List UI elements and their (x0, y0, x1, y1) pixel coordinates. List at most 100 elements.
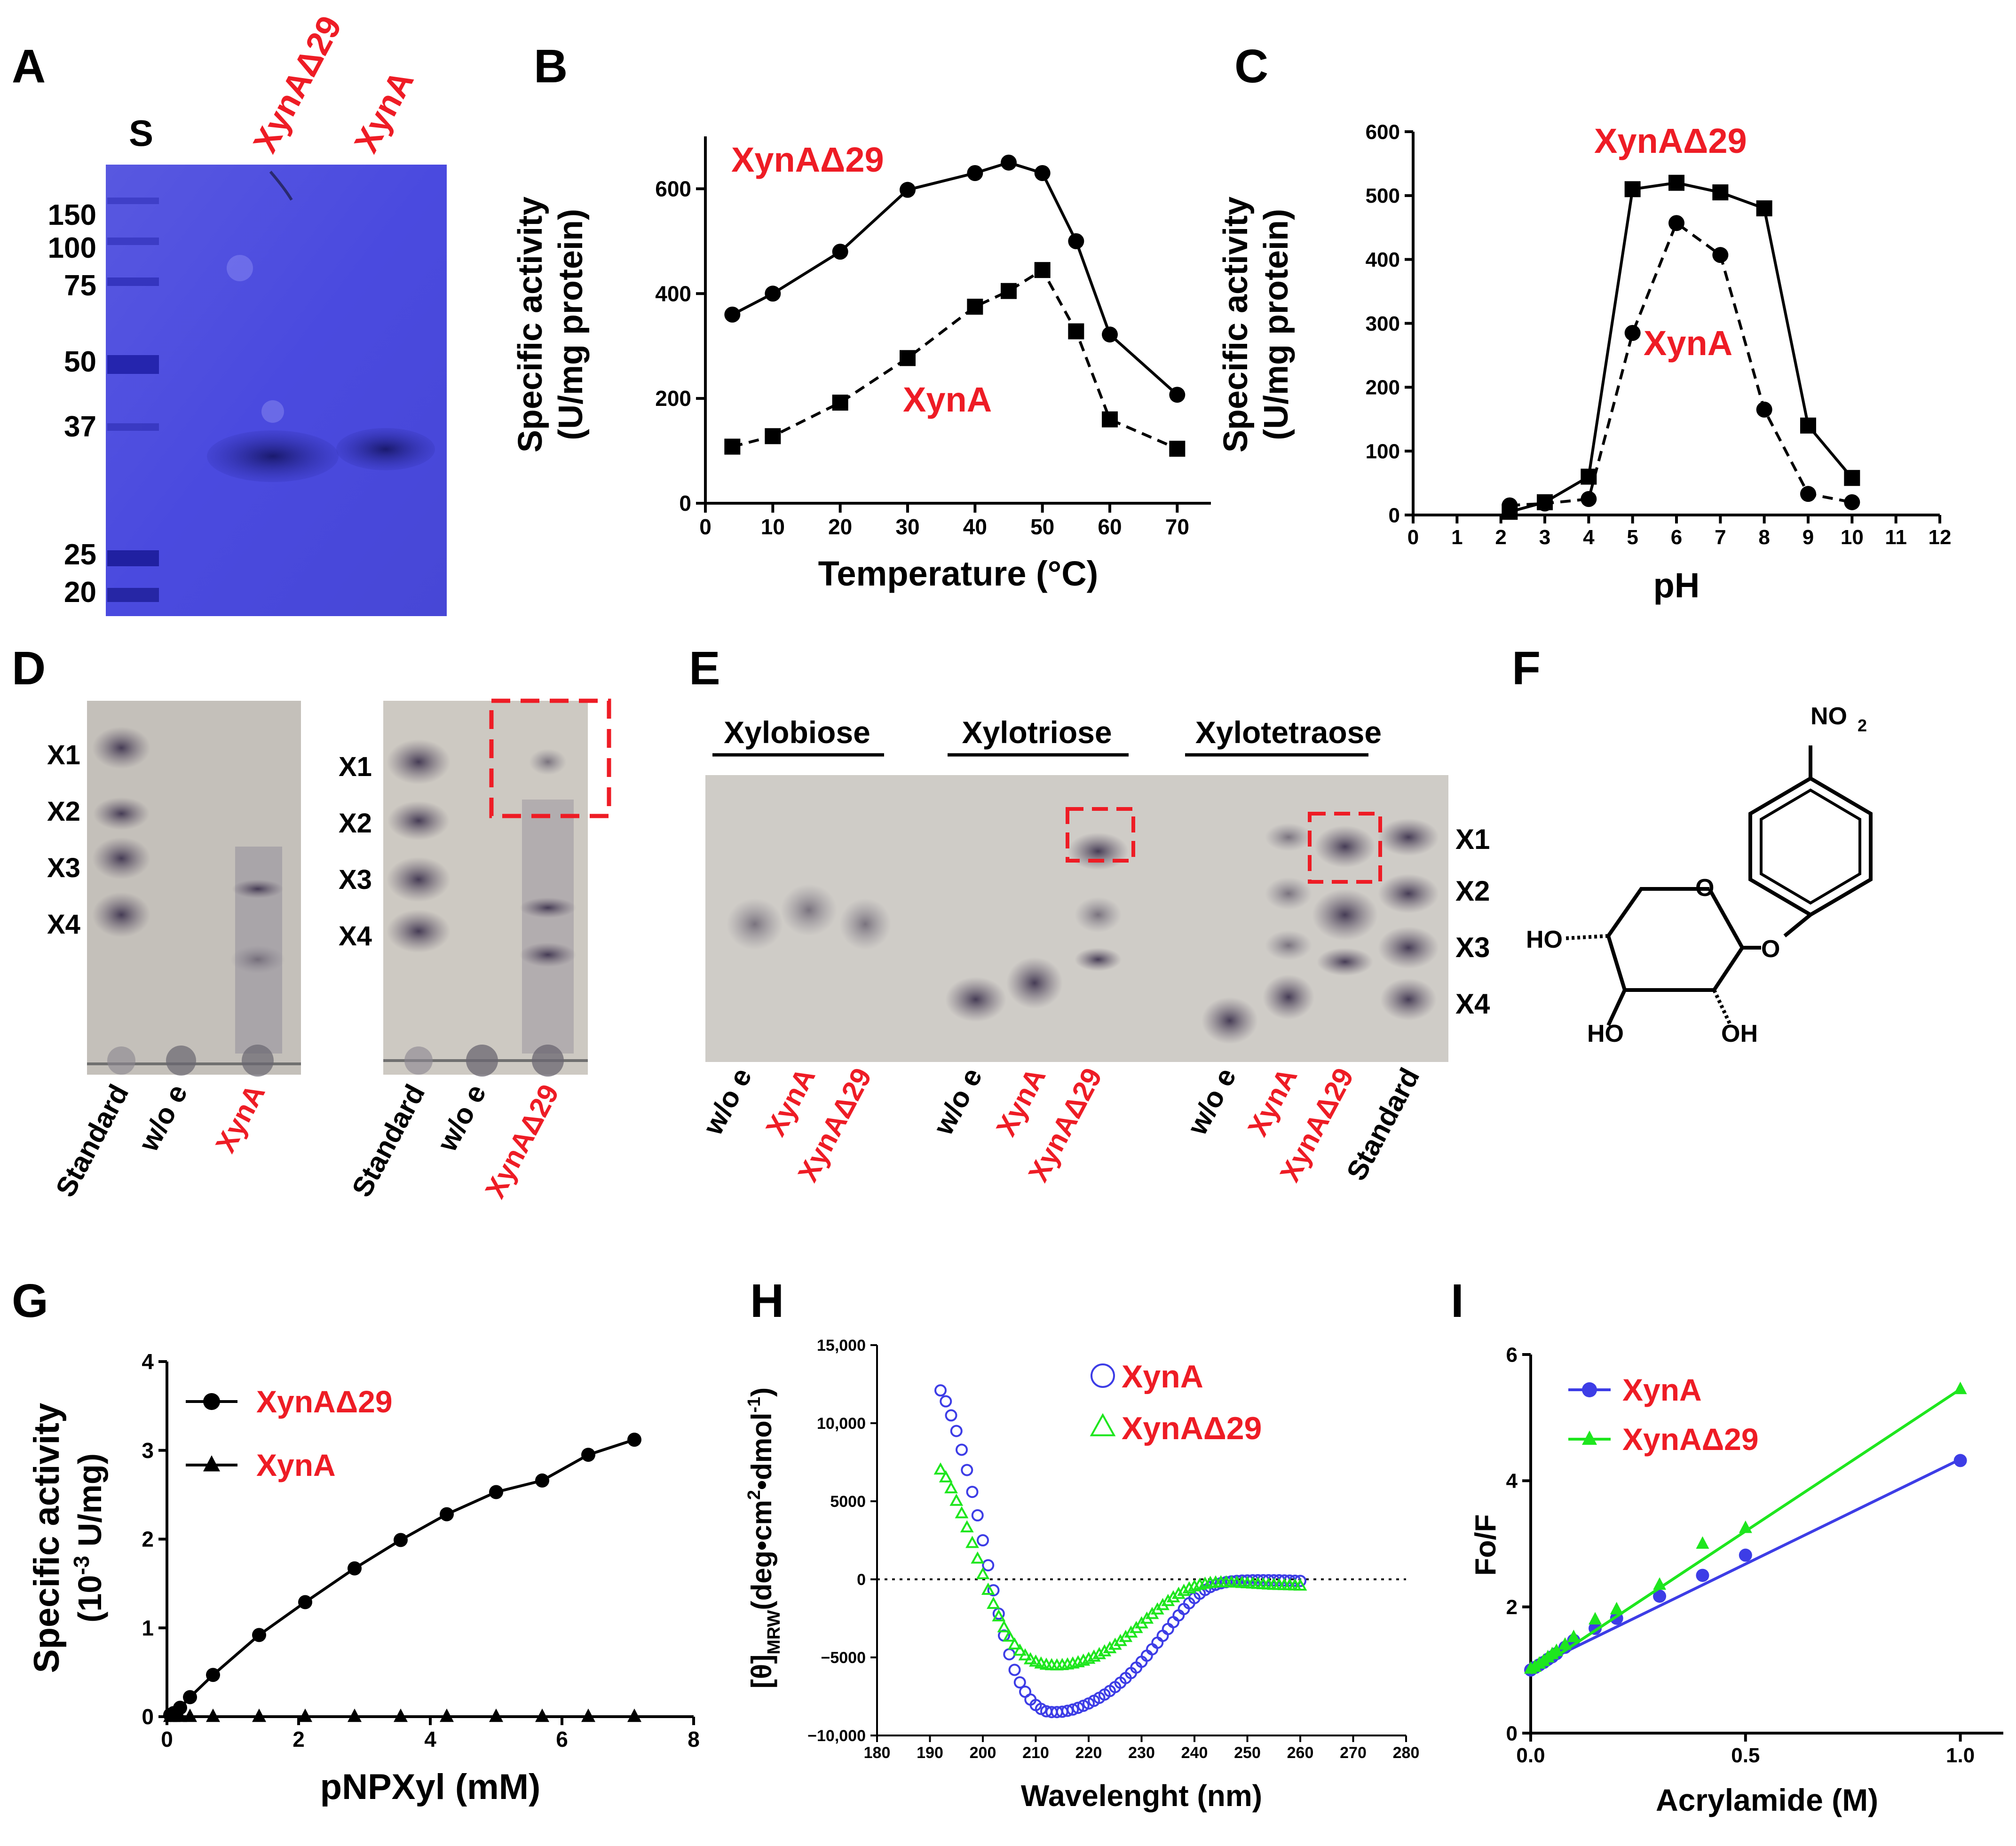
x-tick-label: 0 (699, 515, 712, 539)
x-tick-label: 1.0 (1946, 1744, 1975, 1767)
data-point (1739, 1520, 1752, 1533)
data-point (173, 1708, 187, 1722)
tlc-band (1067, 832, 1129, 870)
atom-ho-left: HO (1526, 926, 1563, 953)
x-tick-label: 9 (1803, 526, 1814, 549)
data-point (997, 1620, 1011, 1632)
lane-label: XynA (990, 1063, 1051, 1141)
band-label-x2: X2 (47, 796, 80, 827)
atom-o-link: O (1761, 935, 1780, 963)
atom-o-ring: O (1695, 874, 1714, 902)
y-axis-label: (U/mg protein) (552, 209, 590, 440)
gel-image (106, 165, 447, 616)
y-axis-label: Specific activity (1217, 197, 1255, 452)
data-point (1696, 1569, 1709, 1582)
data-point (1001, 283, 1017, 299)
data-point (967, 165, 983, 181)
lane-label: Standard (49, 1079, 134, 1202)
data-point (939, 1470, 953, 1482)
lane-labels-d: Standard w/o e XynA Standard w/o e XynAΔ… (49, 1079, 565, 1204)
group-label-xylotriose: Xylotriose (962, 715, 1112, 750)
data-point (1567, 1629, 1581, 1642)
axes: 0.0 0.5 1.0 0 2 4 6 Acrylamide (M) (1506, 1343, 2003, 1817)
panel-letter-d: D (12, 642, 46, 695)
data-point (982, 1559, 995, 1572)
tlc-band (1265, 930, 1312, 960)
ladder-band (107, 198, 159, 204)
data-point (1067, 1703, 1079, 1716)
x-tick-label: 2 (1495, 526, 1506, 549)
tlc-band (520, 943, 576, 967)
x-tick-label: 4 (424, 1727, 436, 1751)
legend-marker (1582, 1382, 1597, 1397)
marker-labels: 150 100 75 50 37 25 20 (48, 199, 96, 609)
x-tick-label: 270 (1340, 1744, 1367, 1762)
tlc-band (387, 857, 451, 902)
data-point (1844, 494, 1860, 510)
series-label: XynA (903, 380, 992, 419)
tlc-band (1075, 897, 1122, 933)
data-point (183, 1708, 197, 1722)
gel-band-xynad29 (207, 430, 339, 482)
series (933, 1462, 1307, 1671)
x-tick-label: 1 (1451, 526, 1463, 549)
data-point (1668, 174, 1684, 191)
tlc-band (1265, 877, 1312, 910)
x-tick-label: 4 (1583, 526, 1595, 549)
chart-h: 180 190 200 210 220 230 240 250 260 270 280 −10,000… (744, 1337, 1419, 1813)
tlc-spot (404, 1046, 433, 1075)
x-tick-label: 8 (1758, 526, 1770, 549)
data-point (1537, 495, 1553, 512)
data-point (1169, 387, 1186, 403)
data-point (933, 1462, 948, 1475)
chart-b: 0 10 20 30 40 50 60 70 0 200 400 600 Temperature (°C… (512, 136, 1211, 593)
ladder-lane (107, 198, 159, 602)
lane-labels-e: w/o e XynA XynAΔ29 w/o e XynA XynAΔ29 w/… (696, 1063, 1425, 1187)
highlight-box (489, 698, 611, 818)
data-point (945, 1409, 957, 1422)
tlc-band (1378, 818, 1439, 856)
data-point (1002, 1629, 1016, 1642)
data-point (1502, 497, 1518, 514)
y-tick-label: 0 (1506, 1722, 1518, 1745)
group-labels-e: Xylobiose Xylotriose Xylotetraose (724, 715, 1382, 750)
structure-pnpxyl (1565, 745, 1873, 1026)
data-point (765, 428, 781, 444)
x-tick-label: 240 (1181, 1744, 1208, 1762)
x-tick-label: 230 (1128, 1744, 1155, 1762)
y-tick-label: 0 (1389, 504, 1400, 527)
data-point (1756, 200, 1772, 216)
panel-letter-h: H (750, 1275, 784, 1327)
legend-label: XynA (1122, 1359, 1203, 1394)
data-point (724, 306, 741, 323)
series (1524, 1381, 1967, 1675)
gel-bubble (227, 255, 253, 281)
data-point (1610, 1601, 1623, 1615)
tlc-band (781, 884, 837, 936)
legend-marker (203, 1393, 220, 1410)
lane-label: w/o e (132, 1079, 193, 1157)
x-tick-label: 2 (293, 1727, 305, 1751)
y-tick-label: 500 (1366, 184, 1400, 207)
panel-h: H 180 190 200 210 220 230 240 250 260 270 280 −10,0… (744, 1275, 1419, 1813)
band-labels-e: X1 X2 X3 X4 (1455, 824, 1490, 1020)
data-point (955, 1506, 969, 1519)
tlc-band (945, 977, 1006, 1022)
band-labels-d: X1 X2 X3 X4 X1 X2 X3 X4 (47, 740, 372, 951)
y-tick-label: 10,000 (817, 1415, 866, 1433)
marker-20: 20 (64, 576, 96, 609)
tlc-spot (107, 1046, 135, 1075)
marker-50: 50 (64, 346, 96, 378)
data-point (976, 1567, 990, 1579)
tlc-band (727, 898, 783, 950)
bond (1565, 934, 1609, 940)
ladder-band (107, 277, 159, 286)
data-point (489, 1485, 503, 1499)
tlc-smear (522, 800, 574, 1054)
y-tick-label: −10,000 (807, 1727, 866, 1745)
panel-letter-b: B (534, 40, 568, 93)
x-tick-label: 260 (1287, 1744, 1314, 1762)
x-tick-label: 6 (556, 1727, 568, 1751)
axes: 0 2 4 6 8 0 1 2 3 4 pNPXyl (mM) (142, 1349, 699, 1807)
axes: 0 10 20 30 40 50 60 70 0 200 400 600 Temperature (°C… (655, 136, 1211, 593)
